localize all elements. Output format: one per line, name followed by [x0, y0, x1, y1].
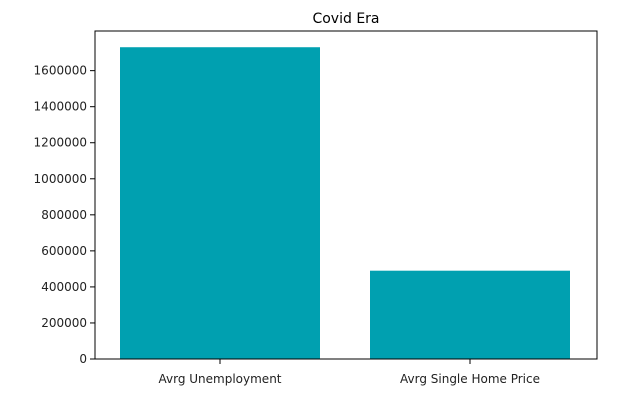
y-tick-label: 1600000 — [34, 64, 87, 78]
y-tick-label: 1400000 — [34, 100, 87, 114]
chart-title: Covid Era — [312, 11, 379, 27]
y-tick-label: 0 — [79, 352, 87, 366]
x-category-label: Avrg Unemployment — [159, 372, 282, 386]
plot-frame — [94, 30, 598, 360]
y-tick-label: 400000 — [41, 280, 87, 294]
bar-1 — [120, 47, 320, 359]
x-category-label: Avrg Single Home Price — [400, 372, 540, 386]
y-axis: 0 200000 400000 600000 800000 1000000 1200000 1… — [34, 64, 95, 366]
bar-2 — [370, 270, 570, 359]
x-axis: Avrg Unemployment Avrg Single Home Price — [159, 359, 540, 386]
y-tick-label: 1200000 — [34, 136, 87, 150]
y-tick-label: 200000 — [41, 316, 87, 330]
y-tick-label: 800000 — [41, 208, 87, 222]
bars-group — [120, 47, 570, 359]
y-tick-label: 600000 — [41, 244, 87, 258]
y-tick-label: 1000000 — [34, 172, 87, 186]
